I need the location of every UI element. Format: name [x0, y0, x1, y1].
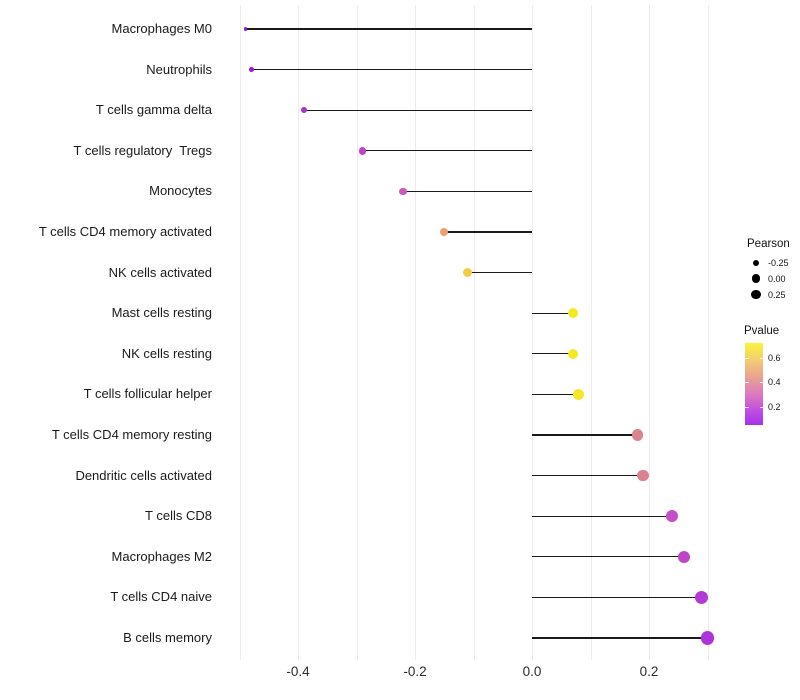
y-axis-label: T cells CD4 memory resting [51, 427, 212, 442]
lollipop-stem [303, 109, 532, 111]
colorbar-tick [745, 358, 749, 359]
lollipop-point [399, 187, 408, 196]
lollipop-point [695, 590, 709, 604]
colorbar-tick-label: 0.2 [768, 401, 781, 412]
legend-size-dot [752, 259, 760, 267]
gridline [532, 5, 533, 660]
legend-size-dot [751, 289, 761, 300]
lollipop-point [248, 67, 254, 72]
y-axis-label: T cells follicular helper [83, 386, 212, 402]
lollipop-stem [532, 596, 702, 599]
pvalue-colorbar [745, 343, 763, 425]
lollipop-stem [532, 312, 573, 314]
y-axis-label: T cells regulatory Tregs [73, 142, 212, 158]
lollipop-point [567, 308, 579, 319]
y-axis-label: T cells CD4 memory activated [38, 224, 212, 239]
gridline [239, 5, 241, 660]
y-axis-label: NK cells resting [121, 345, 212, 361]
lollipop-point [700, 631, 715, 645]
legend-size-label: -0.25 [768, 258, 789, 268]
colorbar-tick [759, 358, 763, 359]
y-axis-label: T cells gamma delta [95, 102, 212, 118]
lollipop-stem [532, 515, 673, 517]
lollipop-stem [532, 353, 573, 355]
y-axis-label: Monocytes [149, 183, 212, 199]
lollipop-stem [532, 474, 644, 477]
lollipop-stem [245, 28, 532, 30]
lollipop-stem [532, 637, 708, 639]
lollipop-point [631, 429, 643, 441]
lollipop-stem [532, 556, 685, 558]
lollipop-point [637, 469, 649, 482]
lollipop-stem [362, 150, 532, 152]
legend-pearson-title: Pearson [747, 238, 790, 250]
lollipop-point [677, 550, 691, 564]
lollipop-point [463, 268, 473, 278]
gridline [707, 5, 709, 660]
colorbar-tick [745, 406, 749, 408]
lollipop-stem [251, 68, 532, 71]
lollipop-point [573, 389, 585, 400]
colorbar-tick [759, 382, 763, 384]
colorbar-tick-label: 0.6 [768, 353, 781, 363]
lollipop-point [300, 106, 308, 114]
colorbar-tick [745, 382, 749, 384]
lollipop-stem [467, 271, 532, 274]
lollipop-stem [444, 231, 532, 233]
legend-pvalue-title: Pvalue [744, 325, 780, 337]
y-axis-label: Mast cells resting [111, 305, 212, 321]
gridline [473, 5, 475, 660]
gridline [298, 5, 299, 660]
gridline [590, 5, 592, 660]
legend-size-label: 0.00 [768, 273, 786, 284]
lollipop-point [243, 27, 248, 31]
y-axis-label: Macrophages M0 [111, 21, 212, 36]
y-axis-label: Dendritic cells activated [75, 467, 212, 483]
lollipop-stem [403, 190, 532, 193]
colorbar-tick [759, 406, 763, 408]
lollipop-point [666, 510, 679, 523]
lollipop-point [358, 147, 367, 155]
lollipop-point [567, 348, 579, 359]
gridline [415, 5, 416, 660]
y-axis-label: NK cells activated [108, 264, 212, 280]
lollipop-point [440, 227, 449, 237]
lollipop-stem [532, 393, 579, 396]
y-axis-label: Macrophages M2 [111, 548, 212, 564]
x-axis-tick-label: -0.4 [286, 664, 310, 679]
y-axis-label: T cells CD4 naive [110, 589, 212, 605]
x-axis-tick-label: 0.0 [522, 664, 542, 679]
x-axis-tick-label: 0.2 [639, 664, 659, 679]
gridline [649, 5, 650, 660]
y-axis-label: T cells CD8 [145, 508, 212, 524]
legend-size-dot [751, 274, 761, 283]
y-axis-label: B cells memory [123, 630, 212, 645]
gridline [356, 5, 358, 660]
colorbar-tick-label: 0.4 [768, 377, 781, 388]
x-axis-tick-label: -0.2 [403, 664, 427, 679]
lollipop-stem [532, 434, 638, 436]
y-axis-label: Neutrophils [146, 61, 212, 77]
legend-size-label: 0.25 [768, 289, 786, 300]
plot-panel [208, 5, 740, 660]
